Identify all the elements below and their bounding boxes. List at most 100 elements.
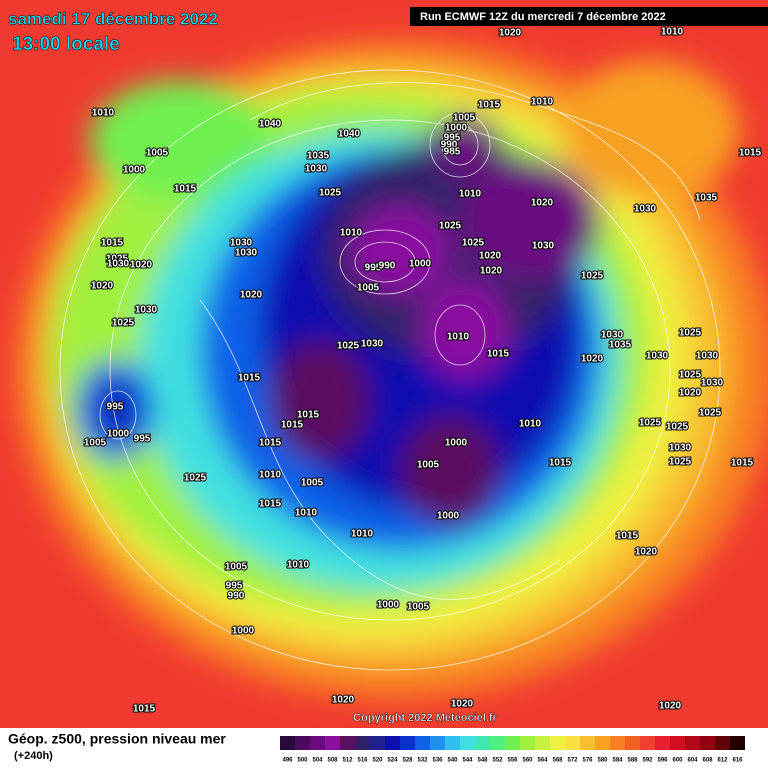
legend-tick-label: 532 bbox=[417, 758, 428, 764]
legend-swatch bbox=[415, 736, 430, 750]
legend-swatch bbox=[730, 736, 745, 750]
legend-tick-label: 520 bbox=[372, 758, 383, 764]
isobar-label: 1035 bbox=[609, 340, 632, 351]
legend-swatch bbox=[610, 736, 625, 750]
legend-swatch bbox=[685, 736, 700, 750]
legend-swatch bbox=[310, 736, 325, 750]
isobar-label: 1005 bbox=[407, 602, 430, 613]
legend-tick-label: 552 bbox=[492, 758, 503, 764]
isobar-label: 1010 bbox=[351, 529, 374, 540]
legend-tick-label: 600 bbox=[672, 758, 683, 764]
legend-swatch bbox=[580, 736, 595, 750]
subtitle: 13:00 locale bbox=[12, 34, 120, 55]
isobar-label: 1000 bbox=[123, 165, 146, 176]
legend-tick-label: 604 bbox=[687, 758, 698, 764]
isobar-label: 1015 bbox=[739, 148, 762, 159]
legend-swatch bbox=[295, 736, 310, 750]
legend-swatch bbox=[430, 736, 445, 750]
isobar-label: 1010 bbox=[519, 419, 542, 430]
legend-tick-label: 568 bbox=[552, 758, 563, 764]
isobar-label: 995 bbox=[444, 133, 461, 144]
isobar-label: 995 bbox=[226, 581, 243, 592]
isobar-label: 990 bbox=[379, 261, 396, 272]
map-field bbox=[0, 0, 768, 728]
isobar-label: 1020 bbox=[479, 251, 502, 262]
isobar-label: 1025 bbox=[337, 341, 360, 352]
isobar-label: 1025 bbox=[669, 457, 692, 468]
isobar-label: 1005 bbox=[357, 283, 380, 294]
isobar-label: 1015 bbox=[297, 410, 320, 421]
isobar-label: 990 bbox=[228, 591, 245, 602]
legend-tick-label: 584 bbox=[612, 758, 623, 764]
isobar-label: 1030 bbox=[634, 204, 657, 215]
isobar-label: 1040 bbox=[259, 119, 282, 130]
legend-swatch bbox=[370, 736, 385, 750]
isobar-label: 1000 bbox=[232, 626, 255, 637]
legend-swatch bbox=[340, 736, 355, 750]
isobar-label: 1025 bbox=[639, 418, 662, 429]
isobar-label: 1000 bbox=[437, 511, 460, 522]
isobar-label: 1000 bbox=[107, 429, 130, 440]
legend-tick-label: 592 bbox=[642, 758, 653, 764]
isobar-label: 1025 bbox=[679, 370, 702, 381]
legend-swatch bbox=[460, 736, 475, 750]
legend-swatch bbox=[535, 736, 550, 750]
legend-tick-label: 612 bbox=[717, 758, 728, 764]
isobar-label: 985 bbox=[444, 147, 461, 158]
legend-swatch bbox=[400, 736, 415, 750]
isobar-label: 1010 bbox=[447, 332, 470, 343]
isobar-label: 1030 bbox=[361, 339, 384, 350]
legend-tick-label: 608 bbox=[702, 758, 713, 764]
isobar-label: 1015 bbox=[616, 531, 639, 542]
isobar-label: 1015 bbox=[259, 438, 282, 449]
isobar-label: 1020 bbox=[451, 699, 474, 710]
legend-swatch bbox=[325, 736, 340, 750]
isobar-label: 1015 bbox=[478, 100, 501, 111]
isobar-label: 1030 bbox=[696, 351, 719, 362]
legend-swatch bbox=[715, 736, 730, 750]
isobar-label: 1025 bbox=[106, 254, 129, 265]
isobar-label: 1020 bbox=[240, 290, 263, 301]
isobar-label: 1030 bbox=[669, 443, 692, 454]
isobar-label: 1005 bbox=[301, 478, 324, 489]
isobar-label: 1005 bbox=[84, 438, 107, 449]
isobar-label: 1025 bbox=[462, 238, 485, 249]
legend-tick-label: 572 bbox=[567, 758, 578, 764]
legend: 496 500 504 508 512 516 520 524 528 532 536 540 544 5… bbox=[280, 736, 745, 764]
isobar-label: 1000 bbox=[409, 259, 432, 270]
isobar-label: 1010 bbox=[287, 560, 310, 571]
isobar-label: 1010 bbox=[661, 27, 684, 38]
legend-tick-label: 544 bbox=[462, 758, 473, 764]
isobar-label: 995 bbox=[365, 263, 382, 274]
isobar-label: 1030 bbox=[235, 248, 258, 259]
isobar-label: 990 bbox=[441, 140, 458, 151]
isobar-label: 1020 bbox=[581, 354, 604, 365]
isobar-label: 995 bbox=[107, 402, 124, 413]
isobar-label: 1015 bbox=[174, 184, 197, 195]
legend-swatch bbox=[670, 736, 685, 750]
legend-swatch bbox=[475, 736, 490, 750]
legend-swatch bbox=[655, 736, 670, 750]
legend-tick-label: 512 bbox=[342, 758, 353, 764]
isobar-label: 1010 bbox=[92, 108, 115, 119]
isobar-label: 1020 bbox=[91, 281, 114, 292]
isobar-label: 1030 bbox=[701, 378, 724, 389]
isobar-label: 1025 bbox=[439, 221, 462, 232]
isobar-label: 1010 bbox=[340, 228, 363, 239]
isobar-label: 1015 bbox=[281, 420, 304, 431]
isobar-label: 1015 bbox=[133, 704, 156, 715]
isobar-label: 1025 bbox=[666, 422, 689, 433]
isobar-label: 1015 bbox=[731, 458, 754, 469]
isobar-label: 1025 bbox=[319, 188, 342, 199]
legend-tick-label: 540 bbox=[447, 758, 458, 764]
isobar-label: 995 bbox=[134, 434, 151, 445]
isobar-label: 1015 bbox=[238, 373, 261, 384]
isobar-label: 1005 bbox=[225, 562, 248, 573]
legend-swatch bbox=[595, 736, 610, 750]
isobar-label: 1005 bbox=[417, 460, 440, 471]
isobar-label: 1030 bbox=[107, 259, 130, 270]
isobar-label: 1030 bbox=[601, 330, 624, 341]
isobar-label: 1005 bbox=[453, 113, 476, 124]
isobar-label: 1030 bbox=[646, 351, 669, 362]
legend-swatch bbox=[520, 736, 535, 750]
